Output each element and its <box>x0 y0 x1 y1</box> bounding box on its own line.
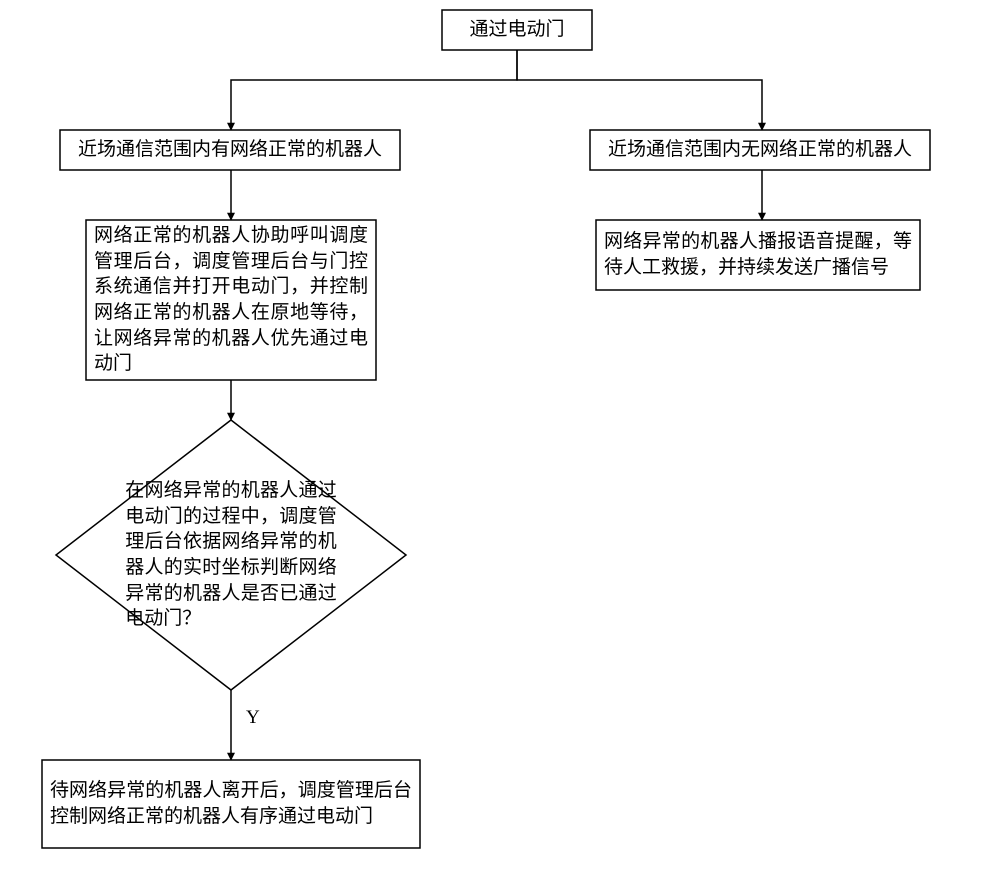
node-text: 网络正常的机器人协助呼叫调度管理后台，调度管理后台与门控系统通信并打开电动门，并… <box>94 223 368 377</box>
node-text: 待网络异常的机器人离开后，调度管理后台控制网络正常的机器人有序通过电动门 <box>50 778 412 829</box>
edge <box>231 50 517 130</box>
edge-label: Y <box>246 707 260 728</box>
node-text: 通过电动门 <box>469 17 564 43</box>
edge <box>517 50 762 130</box>
node-text: 网络异常的机器人播报语音提醒，等待人工救援，并持续发送广播信号 <box>604 229 912 280</box>
node-text: 近场通信范围内无网络正常的机器人 <box>608 137 912 163</box>
node-text: 在网络异常的机器人通过电动门的过程中，调度管理后台依据网络异常的机器人的实时坐标… <box>125 478 337 632</box>
node-text: 近场通信范围内有网络正常的机器人 <box>78 137 382 163</box>
